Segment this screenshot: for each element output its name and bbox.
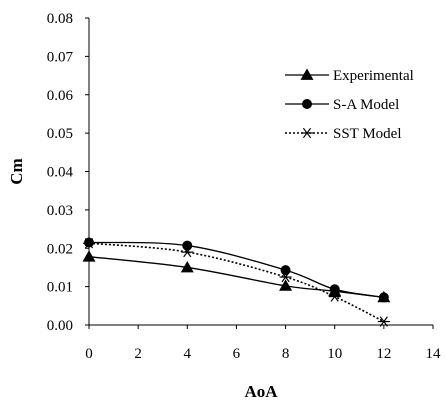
axes: 0.00 0.01 0.02 0.03 0.04 0.05 0.06 0.07 0.08 0 2 4 6… — [47, 11, 441, 362]
asterisk-marker — [279, 271, 292, 283]
x-tick-label: 6 — [233, 346, 241, 362]
asterisk-marker — [301, 127, 313, 139]
triangle-marker — [279, 279, 293, 291]
asterisk-marker — [83, 238, 95, 249]
x-tick-label: 8 — [282, 346, 290, 362]
x-axis-title: AoA — [244, 382, 278, 401]
series-line — [88, 241, 384, 299]
y-tick-label: 0.01 — [47, 280, 73, 296]
legend-item-experimental: Experimental — [285, 68, 414, 84]
y-tick-label: 0.08 — [47, 11, 73, 27]
series-experimental — [82, 250, 391, 303]
legend-item-sst-model: SST Model — [285, 126, 402, 142]
x-tick-label: 0 — [85, 346, 93, 362]
y-tick-label: 0.02 — [47, 241, 73, 257]
circle-marker — [378, 292, 389, 303]
legend-item-sa-model: S-A Model — [285, 97, 399, 113]
triangle-marker — [82, 250, 96, 262]
legend-label: Experimental — [333, 68, 414, 84]
y-tick-label: 0.07 — [47, 49, 74, 65]
legend-label: S-A Model — [333, 97, 399, 113]
x-tick-label: 10 — [327, 346, 342, 362]
x-tick-label: 14 — [426, 346, 442, 362]
x-tick-label: 12 — [376, 346, 391, 362]
legend-label: SST Model — [333, 126, 402, 142]
series-line — [88, 256, 384, 299]
circle-marker — [302, 99, 312, 109]
triangle-marker — [180, 260, 194, 273]
x-tick-label: 2 — [134, 346, 142, 362]
asterisk-stroke — [330, 291, 339, 302]
legend: Experimental S-A Model SST Model — [285, 68, 414, 142]
x-tick-label: 4 — [184, 346, 192, 362]
asterisk-marker — [181, 246, 194, 258]
asterisk-stroke — [281, 271, 290, 283]
y-tick-label: 0.03 — [47, 203, 73, 219]
triangle-marker — [300, 68, 314, 80]
circle-marker — [329, 284, 340, 295]
y-tick-label: 0.00 — [47, 318, 73, 334]
asterisk-stroke — [183, 246, 192, 258]
y-tick-label: 0.04 — [47, 165, 74, 181]
circle-marker — [280, 265, 291, 276]
y-tick-label: 0.05 — [47, 126, 73, 142]
y-axis-title: Cm — [7, 158, 26, 184]
series-layer — [82, 237, 391, 327]
asterisk-stroke — [302, 127, 312, 139]
series-sst-model — [83, 238, 390, 327]
series-sa-model — [84, 237, 389, 303]
asterisk-marker — [377, 316, 390, 327]
y-tick-label: 0.06 — [47, 88, 74, 104]
asterisk-marker — [328, 291, 341, 302]
asterisk-stroke — [84, 238, 94, 249]
series-line — [88, 242, 385, 323]
asterisk-stroke — [379, 316, 388, 327]
circle-marker — [182, 240, 193, 251]
